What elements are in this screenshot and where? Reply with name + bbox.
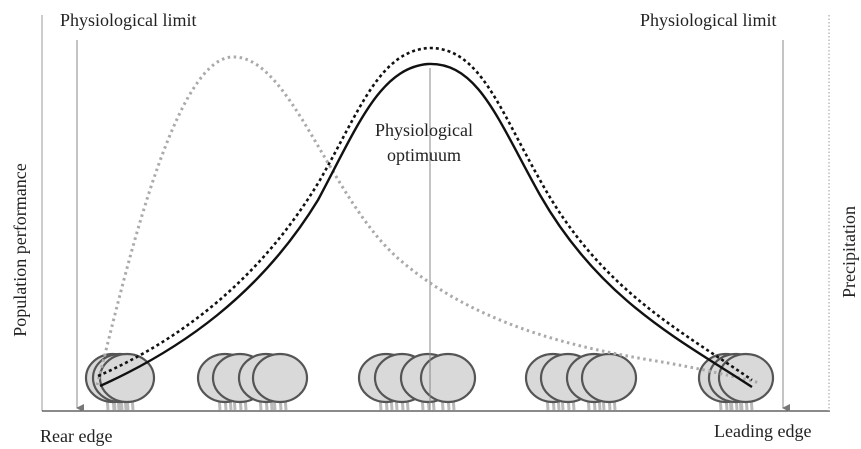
edge-label: Leading edge xyxy=(714,421,811,441)
optimum-label: optimuum xyxy=(387,145,461,165)
page: {"labels": { "top_left": "Physiological … xyxy=(0,0,861,449)
y-axis-label: Population performance xyxy=(10,163,30,336)
edge-label: Rear edge xyxy=(40,426,112,446)
y2-axis-label: Precipitation xyxy=(839,206,859,298)
tree-crown xyxy=(582,354,636,402)
performance-curve xyxy=(100,64,752,387)
tree-crown xyxy=(253,354,307,402)
rear-curve xyxy=(97,57,760,385)
optimum-label: Physiological xyxy=(375,120,473,140)
limit-label: Physiological limit xyxy=(60,10,197,30)
diagram: Physiological limit Physiological limit … xyxy=(0,0,861,449)
tree-crown xyxy=(421,354,475,402)
limit-label: Physiological limit xyxy=(640,10,777,30)
